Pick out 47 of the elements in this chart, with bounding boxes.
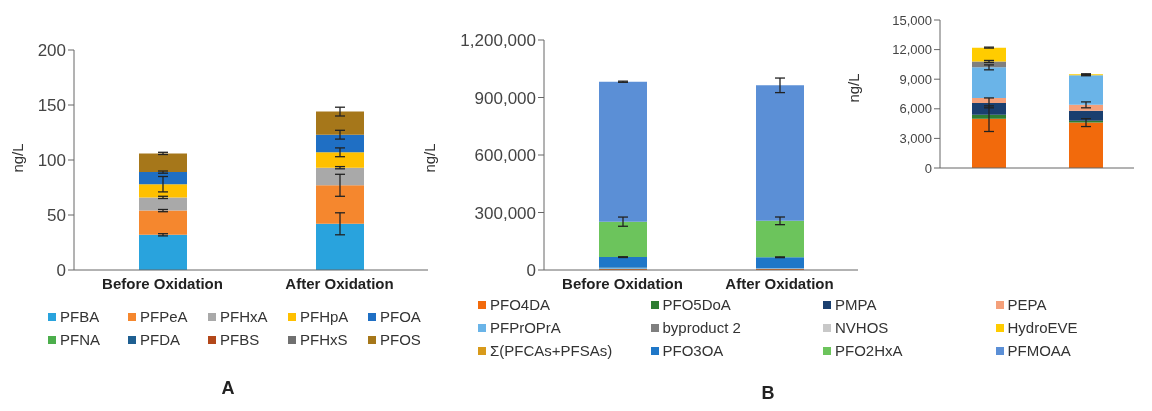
legend-label: byproduct 2 [662, 319, 741, 336]
x-tick-label: Before Oxidation [562, 274, 683, 292]
legend-label: Σ(PFCAs+PFSAs) [490, 342, 613, 359]
legend-label: PMPA [835, 296, 877, 313]
legend-label: PFPeA [140, 308, 188, 325]
legend-label: PFOA [380, 308, 421, 325]
y-tick-label: 15,000 [892, 12, 932, 28]
legend-label: HydroEVE [1007, 319, 1078, 336]
y-tick-label: 0 [56, 261, 66, 281]
y-tick-label: 1,200,000 [460, 31, 536, 51]
y-tick-label: 50 [47, 206, 66, 226]
legend-label: PEPA [1007, 296, 1047, 313]
y-tick-label: 200 [37, 41, 66, 61]
y-tick-label: 3,000 [899, 131, 932, 147]
legend-label: PFPrOPrA [490, 319, 561, 336]
legend-label: PFDA [140, 331, 181, 348]
y-tick-label: 9,000 [899, 71, 932, 87]
y-tick-label: 100 [37, 151, 66, 171]
y-tick-label: 600,000 [474, 146, 536, 166]
y-tick-label: 12,000 [892, 42, 932, 58]
y-axis-title: ng/L [844, 72, 863, 105]
legend-label: PFO3OA [662, 342, 724, 359]
x-tick-label: After Oxidation [725, 274, 834, 292]
y-tick-label: 0 [924, 160, 932, 176]
legend-label: PFHxA [220, 308, 268, 325]
legend-label: PFHxS [300, 331, 348, 348]
legend-label: PFO5DoA [662, 296, 731, 313]
y-axis-title: ng/L [420, 142, 439, 175]
legend-label: PFO2HxA [835, 342, 903, 359]
legend-label: PFNA [60, 331, 101, 348]
y-tick-label: 900,000 [474, 88, 536, 108]
y-tick-label: 6,000 [899, 101, 932, 117]
x-tick-label: After Oxidation [285, 274, 394, 292]
y-tick-label: 0 [526, 261, 536, 281]
text: B [760, 383, 776, 404]
text: A [220, 378, 236, 399]
x-tick-label: Before Oxidation [102, 274, 223, 292]
legend-label: PFBA [60, 308, 100, 325]
legend-label: PFOS [380, 331, 421, 348]
y-axis-title: ng/L [8, 142, 27, 175]
y-tick-label: 150 [37, 96, 66, 116]
legend-label: PFO4DA [490, 296, 551, 313]
legend-label: PFBS [220, 331, 260, 348]
y-tick-label: 300,000 [474, 203, 536, 223]
legend-label: PFMOAA [1007, 342, 1071, 359]
legend-label: NVHOS [835, 319, 889, 336]
legend-label: PFHpA [300, 308, 349, 325]
